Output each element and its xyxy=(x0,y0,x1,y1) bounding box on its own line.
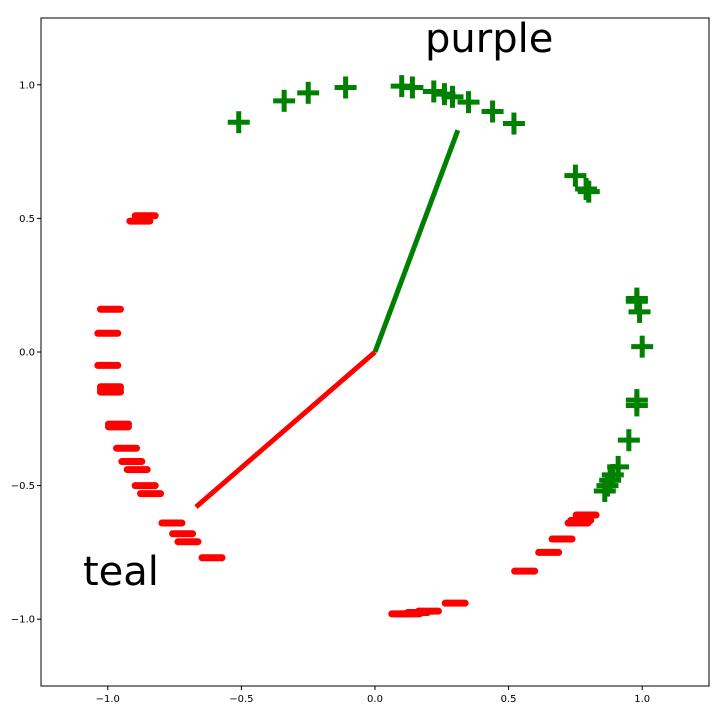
y-tick-label: −0.5 xyxy=(11,481,35,492)
plus-marker xyxy=(577,180,600,203)
plus-marker xyxy=(631,335,654,358)
plus-marker xyxy=(575,178,598,201)
plus-marker xyxy=(422,80,445,103)
plus-marker xyxy=(625,290,648,313)
radial-line xyxy=(194,350,377,509)
plus-marker xyxy=(564,164,587,187)
plus-marker xyxy=(334,76,357,99)
plus-marker xyxy=(227,111,250,134)
y-tick-label: 0.5 xyxy=(19,214,35,225)
x-tick-label: 0.5 xyxy=(501,694,517,705)
plus-marker xyxy=(441,85,464,108)
plus-marker xyxy=(273,89,296,112)
plus-marker xyxy=(625,394,648,417)
y-tick-label: −1.0 xyxy=(11,615,35,626)
chart-axes: −1.0 −1.0 −0.5 −0.5 0.0 0.0 0.5 0.5 1.0 1.0 xyxy=(11,17,710,705)
chart-marks xyxy=(94,75,654,618)
plus-marker xyxy=(502,112,525,135)
radial-line xyxy=(372,129,461,353)
x-tick-label: −1.0 xyxy=(96,694,120,705)
plus-marker xyxy=(628,300,651,323)
plus-marker xyxy=(481,100,504,123)
plus-marker xyxy=(617,429,640,452)
plus-marker xyxy=(593,479,616,502)
chart-lines xyxy=(194,129,461,509)
y-tick-label: 0.0 xyxy=(19,348,35,359)
plus-marker xyxy=(457,91,480,114)
x-tick-label: 1.0 xyxy=(634,694,650,705)
plus-marker xyxy=(401,76,424,99)
annotation-teal: teal xyxy=(83,549,159,595)
x-tick-label: −0.5 xyxy=(229,694,253,705)
annotation-purple: purple xyxy=(425,16,553,62)
y-tick-label: 1.0 xyxy=(19,80,35,91)
x-tick-label: 0.0 xyxy=(367,694,383,705)
plus-marker xyxy=(297,81,320,104)
